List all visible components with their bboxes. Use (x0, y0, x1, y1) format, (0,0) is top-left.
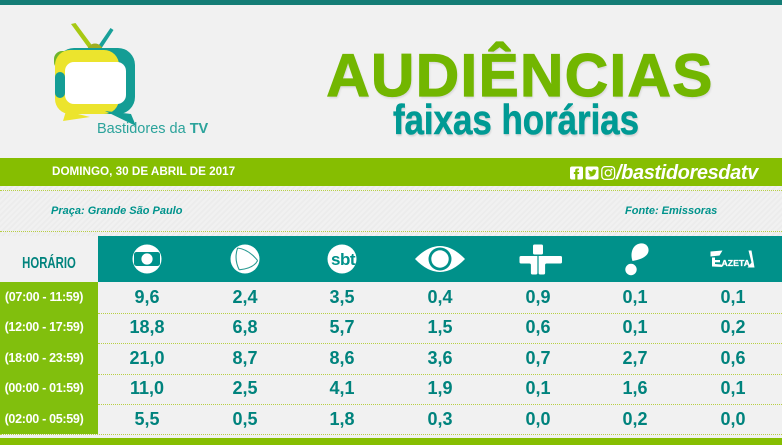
svg-text:AZETA: AZETA (722, 258, 751, 268)
svg-text:sbt: sbt (331, 250, 356, 269)
